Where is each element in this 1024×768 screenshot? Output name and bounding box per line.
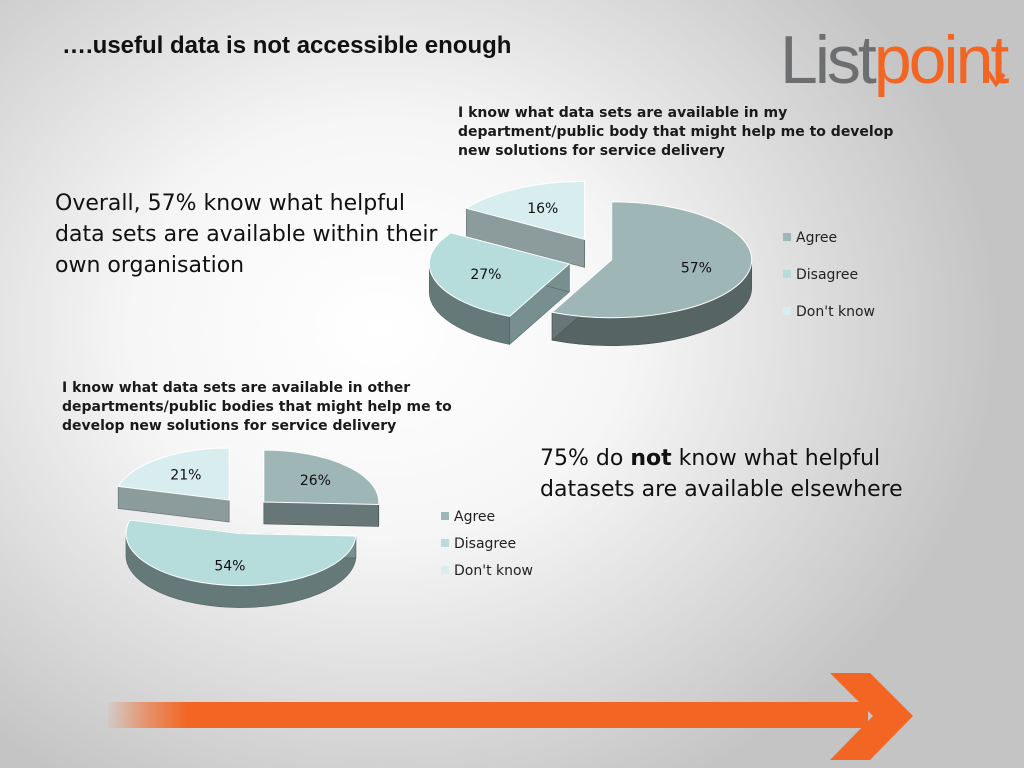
- legend-label: Agree: [796, 230, 837, 246]
- arrow-right-icon: [830, 673, 913, 760]
- legend-swatch: [441, 512, 449, 520]
- legend-label: Disagree: [454, 536, 516, 552]
- callout-elsewhere: 75% do not know what helpful datasets ar…: [540, 443, 940, 505]
- legend-swatch: [441, 566, 449, 574]
- logo-tick-icon: [986, 70, 1006, 88]
- legend-label: Disagree: [796, 267, 858, 283]
- pie-slice-don-t-know: [117, 447, 230, 523]
- legend-label: Don't know: [454, 563, 533, 579]
- logo-text-point: point: [873, 22, 1009, 98]
- pie-slice-disagree: [125, 519, 357, 608]
- progress-arrow-bar: [108, 702, 868, 728]
- legend-label: Don't know: [796, 304, 875, 320]
- legend-swatch: [783, 233, 791, 241]
- logo-text-list: List: [780, 22, 877, 98]
- chart1-title: I know what data sets are available in m…: [458, 105, 894, 159]
- callout2-pre: 75% do: [540, 446, 631, 471]
- data-label: 54%: [214, 558, 245, 574]
- data-label: 26%: [300, 473, 331, 489]
- slide-title: ….useful data is not accessible enough: [62, 32, 512, 59]
- callout2-post: know what helpful datasets are available…: [540, 446, 903, 502]
- listpoint-logo: Listpoint: [780, 20, 1009, 100]
- pie-slice-agree: [551, 201, 753, 347]
- legend-label: Agree: [454, 509, 495, 525]
- data-label: 21%: [170, 467, 201, 483]
- pie-slice-don-t-know: [465, 180, 586, 268]
- pie-slice-agree: [263, 449, 380, 527]
- chart2-title: I know what data sets are available in o…: [62, 380, 452, 434]
- callout2-bold: not: [630, 446, 672, 471]
- data-label: 27%: [470, 267, 501, 283]
- data-label: 57%: [681, 261, 712, 277]
- legend-swatch: [783, 270, 791, 278]
- legend-swatch: [441, 539, 449, 547]
- pie-slice-disagree: [428, 232, 571, 346]
- data-label: 16%: [527, 201, 558, 217]
- callout-own-organisation: Overall, 57% know what helpful data sets…: [55, 191, 438, 278]
- legend-swatch: [783, 307, 791, 315]
